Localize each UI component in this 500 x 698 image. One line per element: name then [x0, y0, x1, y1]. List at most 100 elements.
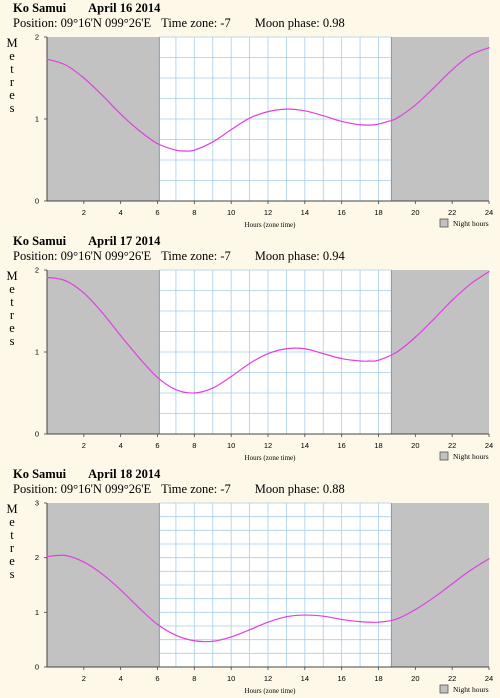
x-tick-label: 8: [192, 208, 196, 217]
tide-panel: Ko Samui April 17 2014 Position: 09°16'N 0…: [0, 233, 500, 465]
tide-data-point: [414, 336, 416, 338]
tide-data-point: [285, 616, 288, 618]
x-tick-label: 4: [119, 674, 123, 683]
x-axis-label: Hours (zone time): [245, 454, 297, 462]
tide-data-point: [184, 150, 186, 152]
tide-data-point: [285, 108, 288, 110]
position-text: Position: 09°16'N 099°26'E: [13, 16, 152, 30]
x-tick-label: 24: [485, 441, 493, 450]
tide-data-point: [451, 299, 453, 301]
y-tick-label: 2: [35, 553, 39, 562]
night-legend-swatch: [439, 684, 449, 694]
tide-data-point: [83, 292, 85, 294]
x-tick-label: 2: [82, 674, 86, 683]
moon-phase-text: Moon phase: 0.98: [254, 16, 345, 30]
tide-data-point: [414, 104, 416, 106]
x-tick-label: 12: [264, 674, 272, 683]
timezone-text: Time zone: -7: [161, 249, 231, 263]
x-tick-label: 22: [448, 441, 456, 450]
moon-phase-text: Moon phase: 0.94: [254, 249, 345, 263]
tide-data-point: [83, 561, 85, 563]
y-tick-label: 1: [35, 348, 39, 357]
tide-data-point: [359, 124, 361, 126]
location-name: Ko Samui: [13, 1, 67, 15]
tide-data-point: [46, 58, 48, 60]
tide-data-point: [156, 143, 159, 145]
night-legend-swatch: [439, 451, 449, 461]
x-tick-label: 24: [485, 674, 493, 683]
tide-data-point: [175, 149, 177, 151]
tide-data-point: [414, 609, 416, 611]
tide-panel: Ko Samui April 18 2014 Position: 09°16'N 0…: [0, 466, 500, 698]
x-tick-label: 14: [301, 441, 309, 450]
tide-data-point: [83, 77, 85, 79]
timezone-text: Time zone: -7: [161, 482, 231, 496]
night-region: [391, 270, 489, 434]
tide-data-point: [156, 376, 159, 379]
tide-data-point: [101, 573, 103, 575]
tide-data-point: [230, 376, 232, 378]
tide-data-point: [396, 117, 398, 119]
tide-data-point: [230, 636, 232, 638]
tide-data-point: [451, 583, 453, 585]
tide-data-point: [138, 129, 140, 132]
x-tick-label: 18: [374, 674, 382, 683]
y-tick-label: 1: [35, 608, 39, 617]
tide-data-point: [488, 271, 490, 273]
legend-label: Night hours: [453, 685, 489, 694]
x-tick-label: 8: [192, 441, 196, 450]
tide-data-point: [46, 276, 48, 278]
tide-data-point: [359, 360, 361, 362]
tide-data-point: [64, 280, 67, 282]
x-tick-label: 18: [374, 441, 382, 450]
tide-data-point: [64, 64, 67, 66]
tide-data-point: [193, 640, 195, 642]
tide-data-point: [377, 359, 380, 361]
x-tick-label: 2: [82, 441, 86, 450]
tide-data-point: [230, 129, 232, 131]
tide-data-point: [267, 353, 269, 355]
y-tick-label: 0: [35, 197, 39, 206]
y-tick-label: 2: [35, 33, 39, 42]
tide-data-point: [469, 283, 472, 285]
x-tick-label: 10: [227, 441, 235, 450]
night-region: [391, 37, 489, 201]
tide-data-point: [322, 115, 324, 117]
tide-data-point: [175, 389, 177, 391]
x-tick-label: 14: [301, 208, 309, 217]
tide-data-point: [267, 111, 269, 113]
tide-data-point: [120, 589, 122, 591]
tide-data-point: [469, 54, 472, 56]
tide-data-point: [304, 110, 306, 112]
x-tick-label: 6: [155, 208, 159, 217]
x-tick-label: 10: [227, 674, 235, 683]
y-tick-label: 1: [35, 115, 39, 124]
x-tick-label: 20: [411, 441, 419, 450]
tide-data-point: [248, 117, 251, 119]
legend-label: Night hours: [453, 452, 489, 461]
tide-data-point: [248, 362, 251, 365]
night-region: [391, 503, 489, 667]
tide-data-point: [285, 348, 288, 350]
tide-data-point: [212, 141, 214, 143]
x-tick-label: 18: [374, 208, 382, 217]
tide-data-point: [248, 629, 251, 631]
tide-data-point: [322, 353, 324, 355]
tide-data-point: [322, 615, 324, 617]
tide-data-point: [304, 614, 306, 616]
chart-date: April 17 2014: [88, 234, 161, 248]
x-tick-label: 2: [82, 208, 86, 217]
night-region: [47, 503, 160, 667]
tide-data-point: [64, 554, 67, 557]
x-tick-label: 16: [337, 208, 345, 217]
tide-data-point: [341, 618, 343, 621]
x-tick-label: 12: [264, 441, 272, 450]
tide-data-point: [212, 640, 214, 642]
x-tick-label: 10: [227, 208, 235, 217]
tide-data-point: [304, 348, 306, 350]
x-tick-label: 6: [155, 674, 159, 683]
tide-data-point: [46, 555, 48, 558]
x-tick-label: 4: [119, 441, 123, 450]
